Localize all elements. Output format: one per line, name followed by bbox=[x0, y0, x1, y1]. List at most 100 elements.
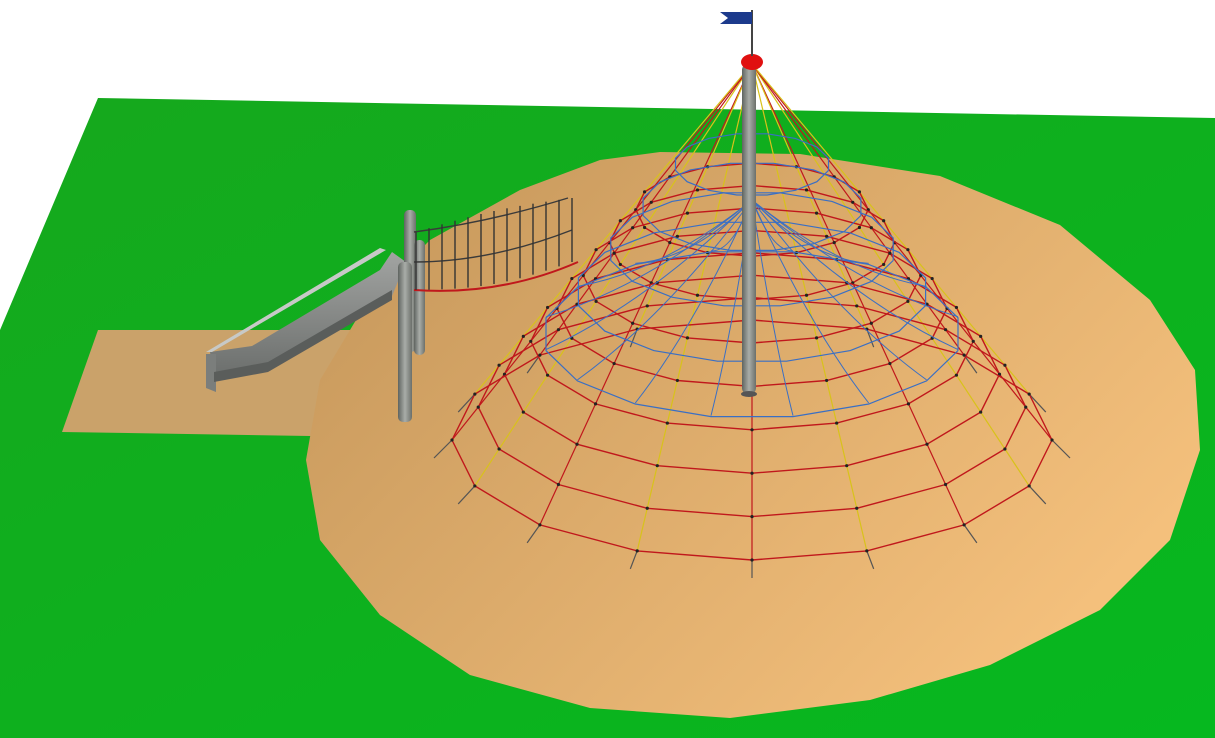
net-knot bbox=[695, 293, 700, 297]
net-knot bbox=[814, 336, 819, 340]
net-knot bbox=[1027, 392, 1031, 396]
net-spoke bbox=[751, 63, 965, 526]
net-knot bbox=[943, 482, 948, 487]
net-knot bbox=[855, 506, 859, 510]
net-knot bbox=[593, 402, 598, 406]
net-anchor bbox=[1028, 485, 1047, 505]
net-knot bbox=[750, 471, 754, 475]
slide-side bbox=[214, 290, 392, 382]
net-knot bbox=[497, 447, 501, 451]
bridge-verticals bbox=[415, 198, 573, 290]
net-knot bbox=[1024, 405, 1028, 409]
net-knot bbox=[906, 299, 910, 303]
net-knot bbox=[925, 302, 929, 306]
slide-rail bbox=[206, 248, 386, 352]
mast-pole bbox=[742, 64, 756, 394]
slide-chute bbox=[210, 252, 406, 378]
net-spoke bbox=[751, 63, 1030, 487]
inner-net-ring bbox=[545, 251, 959, 418]
net-knot bbox=[1003, 363, 1007, 367]
post-front bbox=[398, 262, 412, 422]
net-knot bbox=[685, 336, 690, 340]
net-knot bbox=[612, 251, 616, 255]
net-anchor bbox=[963, 354, 978, 374]
net-knot bbox=[476, 405, 480, 409]
net-knot bbox=[835, 421, 839, 425]
sand-area bbox=[62, 152, 1200, 718]
net-knot bbox=[538, 523, 542, 527]
rope-bridge bbox=[413, 197, 579, 292]
slide bbox=[206, 248, 406, 392]
net-knot bbox=[473, 392, 477, 396]
net-knot bbox=[954, 305, 959, 310]
inner-net-spoke bbox=[545, 199, 753, 351]
net-knot bbox=[502, 372, 507, 376]
inner-net-spoke bbox=[635, 199, 753, 264]
inner-net-spoke bbox=[751, 199, 869, 264]
net-knot bbox=[825, 234, 829, 238]
inner-net-spoke bbox=[751, 199, 927, 287]
net-knot bbox=[832, 240, 836, 245]
inner-net-spoke bbox=[577, 199, 753, 381]
net-knot bbox=[695, 188, 700, 192]
net-knot bbox=[618, 262, 622, 267]
flag bbox=[720, 12, 752, 24]
net-knot bbox=[645, 304, 649, 308]
net-knot bbox=[594, 248, 598, 252]
net-knot bbox=[675, 234, 679, 238]
net-knot bbox=[1003, 447, 1007, 451]
net-knot bbox=[851, 200, 855, 204]
net-knot bbox=[855, 304, 859, 308]
net-knot bbox=[545, 373, 550, 377]
net-anchor bbox=[526, 524, 541, 544]
net-knot bbox=[570, 276, 574, 281]
inner-net-spoke bbox=[751, 199, 794, 416]
net-knot bbox=[930, 276, 934, 281]
net-knot bbox=[825, 378, 829, 383]
mast-cap bbox=[741, 54, 763, 70]
bridge-mid-rail bbox=[413, 229, 573, 263]
net-knot bbox=[962, 353, 966, 357]
inner-net-ring bbox=[674, 133, 830, 196]
sand-circle bbox=[306, 152, 1200, 718]
net-knot bbox=[668, 240, 672, 245]
net-knot bbox=[962, 523, 966, 527]
net-knot bbox=[655, 464, 659, 468]
net-knot bbox=[631, 321, 635, 325]
net-knot bbox=[954, 373, 959, 377]
net-knot bbox=[1050, 438, 1054, 442]
net-spoke bbox=[539, 63, 753, 526]
bridge-top-rail bbox=[413, 197, 569, 233]
central-mast bbox=[720, 10, 763, 397]
inner-net-ring bbox=[642, 162, 862, 251]
net-knot bbox=[473, 484, 477, 488]
net-knot bbox=[882, 219, 886, 223]
net-knot bbox=[497, 363, 501, 367]
net-spoke bbox=[474, 63, 753, 395]
inner-net-spoke bbox=[751, 199, 959, 351]
inner-net-spoke bbox=[577, 199, 753, 287]
net-knot bbox=[979, 334, 983, 338]
tower-posts bbox=[398, 210, 425, 422]
net-knot bbox=[635, 549, 639, 553]
net-knot bbox=[529, 339, 533, 343]
net-knot bbox=[556, 328, 561, 332]
net-knot bbox=[545, 305, 550, 310]
net-knot bbox=[750, 428, 754, 432]
bridge-bottom-rail bbox=[413, 261, 579, 292]
net-knot bbox=[649, 200, 653, 204]
net-spoke bbox=[751, 63, 1030, 395]
net-knot bbox=[521, 334, 525, 338]
net-knot bbox=[925, 442, 929, 446]
net-knot bbox=[594, 299, 598, 303]
inner-net-spoke bbox=[545, 199, 753, 318]
net-knot bbox=[997, 372, 1002, 376]
net-spoke bbox=[751, 63, 868, 552]
net-knot bbox=[845, 464, 849, 468]
net-anchor bbox=[963, 524, 978, 544]
inner-net-ring bbox=[577, 221, 927, 362]
net-knot bbox=[556, 482, 561, 487]
net-knot bbox=[642, 225, 647, 230]
net-anchor bbox=[526, 354, 541, 374]
